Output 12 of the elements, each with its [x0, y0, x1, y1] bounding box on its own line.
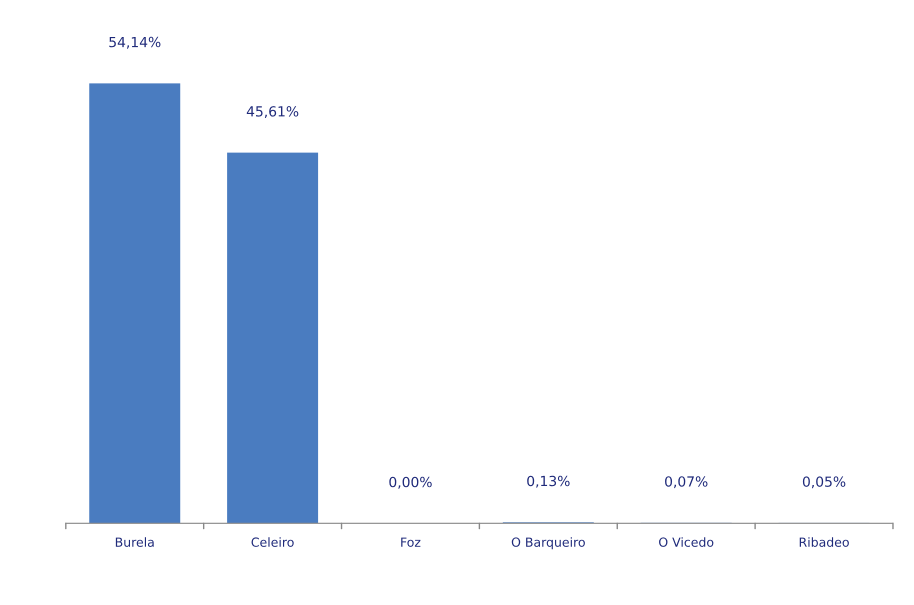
x-tick-label: Ribadeo — [800, 537, 849, 547]
data-label: 0,05% — [802, 476, 846, 488]
data-label: 0,00% — [389, 476, 432, 489]
data-label: 45,61% — [246, 106, 298, 118]
data-label: 54,14% — [109, 36, 160, 49]
x-tick-label: O Vicedo — [659, 537, 714, 547]
x-tick-label: Foz — [401, 538, 420, 547]
data-label: 0,13% — [527, 476, 570, 488]
x-tick-label: Burela — [116, 537, 154, 547]
x-tick-label: Celeiro — [252, 537, 294, 547]
x-tick-label: O Barqueiro — [512, 537, 585, 550]
data-label: 0,07% — [665, 476, 708, 488]
